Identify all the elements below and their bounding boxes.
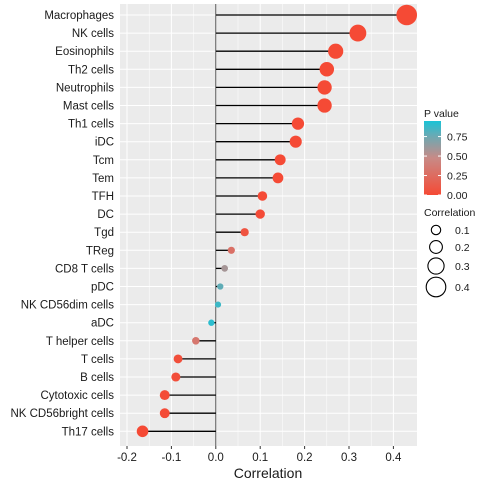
color-tick-label: 0.50 (447, 151, 468, 163)
dot (214, 301, 222, 308)
x-tick-label: 0.2 (297, 452, 313, 464)
category-label: DC (97, 209, 114, 221)
x-tick-label: -0.1 (161, 452, 181, 464)
category-label: T cells (81, 354, 114, 366)
category-label: Mast cells (63, 101, 114, 113)
color-legend-ticks: 0.75 0.50 0.25 0.00 (424, 132, 468, 202)
category-label: Cytotoxic cells (41, 390, 115, 402)
category-label: Tgd (94, 227, 114, 239)
size-legend-circle (425, 276, 447, 298)
size-legend-items: 0.1 0.2 0.3 0.4 (425, 224, 470, 298)
category-label: Th2 cells (68, 64, 114, 76)
category-label: CD8 T cells (55, 263, 114, 275)
dot (328, 43, 344, 59)
color-legend-title: P value (424, 108, 459, 120)
color-tick-label: 0.00 (447, 190, 468, 202)
dot (227, 246, 235, 254)
dot (317, 80, 332, 95)
dot (319, 62, 335, 77)
category-label: Eosinophils (55, 46, 114, 58)
size-legend-label: 0.2 (455, 242, 470, 254)
size-legend-label: 0.1 (455, 225, 470, 237)
category-label: iDC (95, 137, 114, 149)
dots (136, 4, 418, 438)
color-tick-label: 0.75 (447, 132, 468, 144)
legend: P value 0.75 0.50 0.25 0.00 Correlation 0.1… (424, 108, 476, 298)
size-legend-circle (427, 257, 445, 275)
color-bar (424, 121, 441, 195)
size-legend-label: 0.3 (455, 261, 470, 273)
category-label: Tcm (93, 155, 114, 167)
x-tick-label: 0.0 (208, 452, 224, 464)
category-label: B cells (80, 372, 114, 384)
stems (142, 14, 407, 432)
size-legend-title: Correlation (424, 207, 476, 219)
x-tick-labels: -0.2 -0.1 0.0 0.1 0.2 0.3 0.4 (117, 446, 402, 464)
dot (159, 408, 170, 419)
category-label: T helper cells (46, 336, 114, 348)
dot (349, 24, 367, 42)
category-label: NK cells (72, 28, 114, 40)
category-label: Neutrophils (56, 82, 114, 94)
dot (159, 390, 170, 401)
dot (272, 172, 284, 184)
dot (208, 319, 215, 326)
x-axis-title: Correlation (234, 465, 302, 481)
dot (221, 265, 229, 272)
color-tick-label: 0.25 (447, 171, 468, 183)
category-label: pDC (91, 282, 114, 294)
category-label: Th1 cells (68, 119, 114, 131)
category-labels: Macrophages NK cells Eosinophils Th2 cells N… (10, 10, 114, 438)
dot (291, 117, 305, 130)
size-legend-label: 0.4 (455, 282, 470, 294)
size-legend-circle (429, 240, 443, 254)
dot (171, 372, 181, 382)
category-label: Macrophages (44, 10, 114, 22)
category-label: Th17 cells (62, 426, 115, 438)
dot (257, 191, 268, 201)
category-label: TReg (86, 245, 114, 257)
x-tick-label: 0.4 (385, 452, 402, 464)
category-label: TFH (92, 191, 114, 203)
dot (274, 154, 286, 166)
dot (240, 228, 249, 237)
dot (173, 354, 183, 364)
dot (136, 425, 149, 438)
plot-panel (120, 4, 417, 446)
size-legend-circle (430, 224, 442, 236)
category-label: NK CD56bright cells (10, 408, 114, 420)
dot (217, 283, 224, 290)
category-label: aDC (91, 318, 114, 330)
dot (396, 4, 418, 26)
x-tick-label: 0.3 (341, 452, 357, 464)
category-label: NK CD56dim cells (21, 300, 115, 312)
dot (289, 135, 302, 148)
category-label: Tem (92, 173, 114, 185)
x-tick-label: -0.2 (117, 452, 137, 464)
dot (255, 209, 265, 219)
dot (317, 98, 332, 113)
dot (192, 337, 200, 345)
x-tick-label: 0.1 (252, 452, 268, 464)
